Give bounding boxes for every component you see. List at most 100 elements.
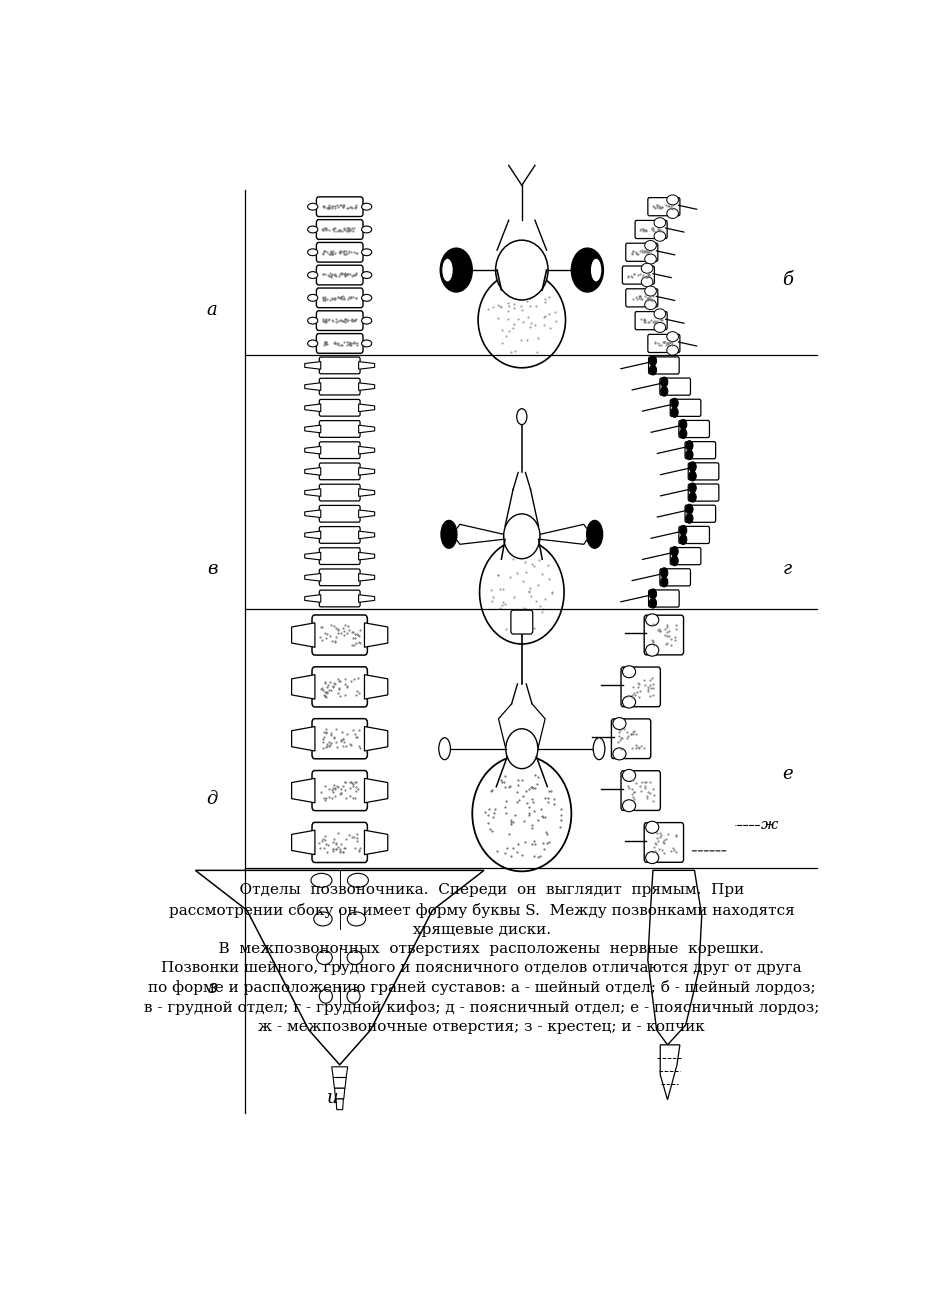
Polygon shape [648, 870, 702, 1045]
Ellipse shape [645, 254, 656, 264]
Text: г: г [783, 561, 792, 578]
Ellipse shape [441, 521, 457, 548]
Ellipse shape [348, 873, 368, 887]
Ellipse shape [307, 317, 318, 324]
Ellipse shape [439, 738, 450, 760]
FancyBboxPatch shape [320, 421, 360, 438]
Polygon shape [336, 1099, 343, 1110]
Circle shape [689, 462, 697, 471]
FancyBboxPatch shape [320, 442, 360, 458]
Ellipse shape [478, 272, 566, 368]
FancyBboxPatch shape [670, 548, 701, 565]
Circle shape [661, 567, 668, 578]
FancyBboxPatch shape [644, 822, 683, 862]
FancyBboxPatch shape [320, 484, 360, 501]
Polygon shape [335, 1088, 345, 1099]
FancyBboxPatch shape [649, 357, 680, 374]
Ellipse shape [362, 294, 371, 302]
Polygon shape [660, 1045, 680, 1099]
Polygon shape [305, 361, 321, 369]
Polygon shape [365, 830, 388, 855]
Circle shape [661, 578, 668, 587]
Ellipse shape [317, 951, 332, 965]
FancyBboxPatch shape [635, 312, 667, 330]
Polygon shape [305, 594, 321, 602]
Circle shape [661, 377, 668, 387]
Ellipse shape [307, 203, 318, 210]
Ellipse shape [641, 263, 653, 273]
Ellipse shape [307, 249, 318, 255]
Polygon shape [305, 552, 321, 559]
Polygon shape [305, 510, 321, 518]
Ellipse shape [347, 912, 366, 926]
FancyBboxPatch shape [660, 569, 691, 585]
Polygon shape [291, 830, 315, 855]
Polygon shape [365, 623, 388, 648]
Polygon shape [333, 1077, 346, 1088]
FancyBboxPatch shape [660, 378, 691, 395]
Circle shape [671, 556, 679, 566]
Circle shape [671, 408, 679, 417]
Text: ж: ж [760, 818, 778, 833]
Polygon shape [305, 467, 321, 475]
Ellipse shape [442, 258, 453, 282]
Ellipse shape [472, 756, 572, 872]
Ellipse shape [587, 521, 603, 548]
FancyBboxPatch shape [635, 220, 667, 238]
Text: Отделы  позвоночника.  Спереди  он  выглядит  прямым.  При
рассмотрении сбоку он: Отделы позвоночника. Спереди он выглядит… [144, 883, 820, 1035]
Ellipse shape [622, 697, 635, 708]
FancyBboxPatch shape [320, 569, 360, 585]
Ellipse shape [641, 277, 653, 286]
Ellipse shape [495, 240, 548, 300]
Ellipse shape [506, 729, 538, 769]
Ellipse shape [593, 738, 604, 760]
Ellipse shape [307, 341, 318, 347]
Circle shape [689, 471, 697, 480]
Circle shape [661, 386, 668, 396]
FancyBboxPatch shape [317, 220, 363, 240]
Ellipse shape [307, 294, 318, 302]
Polygon shape [291, 726, 315, 751]
FancyBboxPatch shape [317, 287, 363, 308]
Ellipse shape [666, 346, 679, 355]
Ellipse shape [362, 341, 371, 347]
Polygon shape [359, 574, 375, 581]
FancyBboxPatch shape [317, 334, 363, 354]
Ellipse shape [646, 852, 659, 864]
Polygon shape [453, 524, 504, 544]
Ellipse shape [307, 272, 318, 278]
Polygon shape [359, 488, 375, 496]
Circle shape [572, 249, 603, 291]
Polygon shape [305, 383, 321, 390]
FancyBboxPatch shape [312, 719, 368, 759]
Ellipse shape [362, 203, 371, 210]
FancyBboxPatch shape [317, 265, 363, 285]
Circle shape [650, 356, 656, 365]
FancyBboxPatch shape [320, 464, 360, 479]
Circle shape [671, 546, 679, 557]
FancyBboxPatch shape [320, 357, 360, 374]
Polygon shape [359, 467, 375, 475]
FancyBboxPatch shape [622, 265, 654, 284]
Circle shape [650, 365, 656, 376]
Ellipse shape [347, 989, 360, 1004]
Ellipse shape [622, 666, 635, 677]
FancyBboxPatch shape [644, 615, 683, 655]
Ellipse shape [590, 258, 602, 282]
Ellipse shape [666, 332, 679, 342]
FancyBboxPatch shape [648, 198, 680, 216]
Text: з: з [207, 979, 217, 997]
Polygon shape [359, 361, 375, 369]
Circle shape [671, 399, 679, 408]
FancyBboxPatch shape [621, 771, 661, 811]
Text: и: и [326, 1089, 338, 1107]
Circle shape [650, 598, 656, 609]
Ellipse shape [479, 540, 564, 644]
FancyBboxPatch shape [317, 197, 363, 216]
Polygon shape [359, 425, 375, 433]
Ellipse shape [314, 912, 332, 926]
FancyBboxPatch shape [626, 289, 658, 307]
Ellipse shape [645, 286, 656, 297]
FancyBboxPatch shape [648, 334, 680, 352]
Polygon shape [305, 574, 321, 581]
